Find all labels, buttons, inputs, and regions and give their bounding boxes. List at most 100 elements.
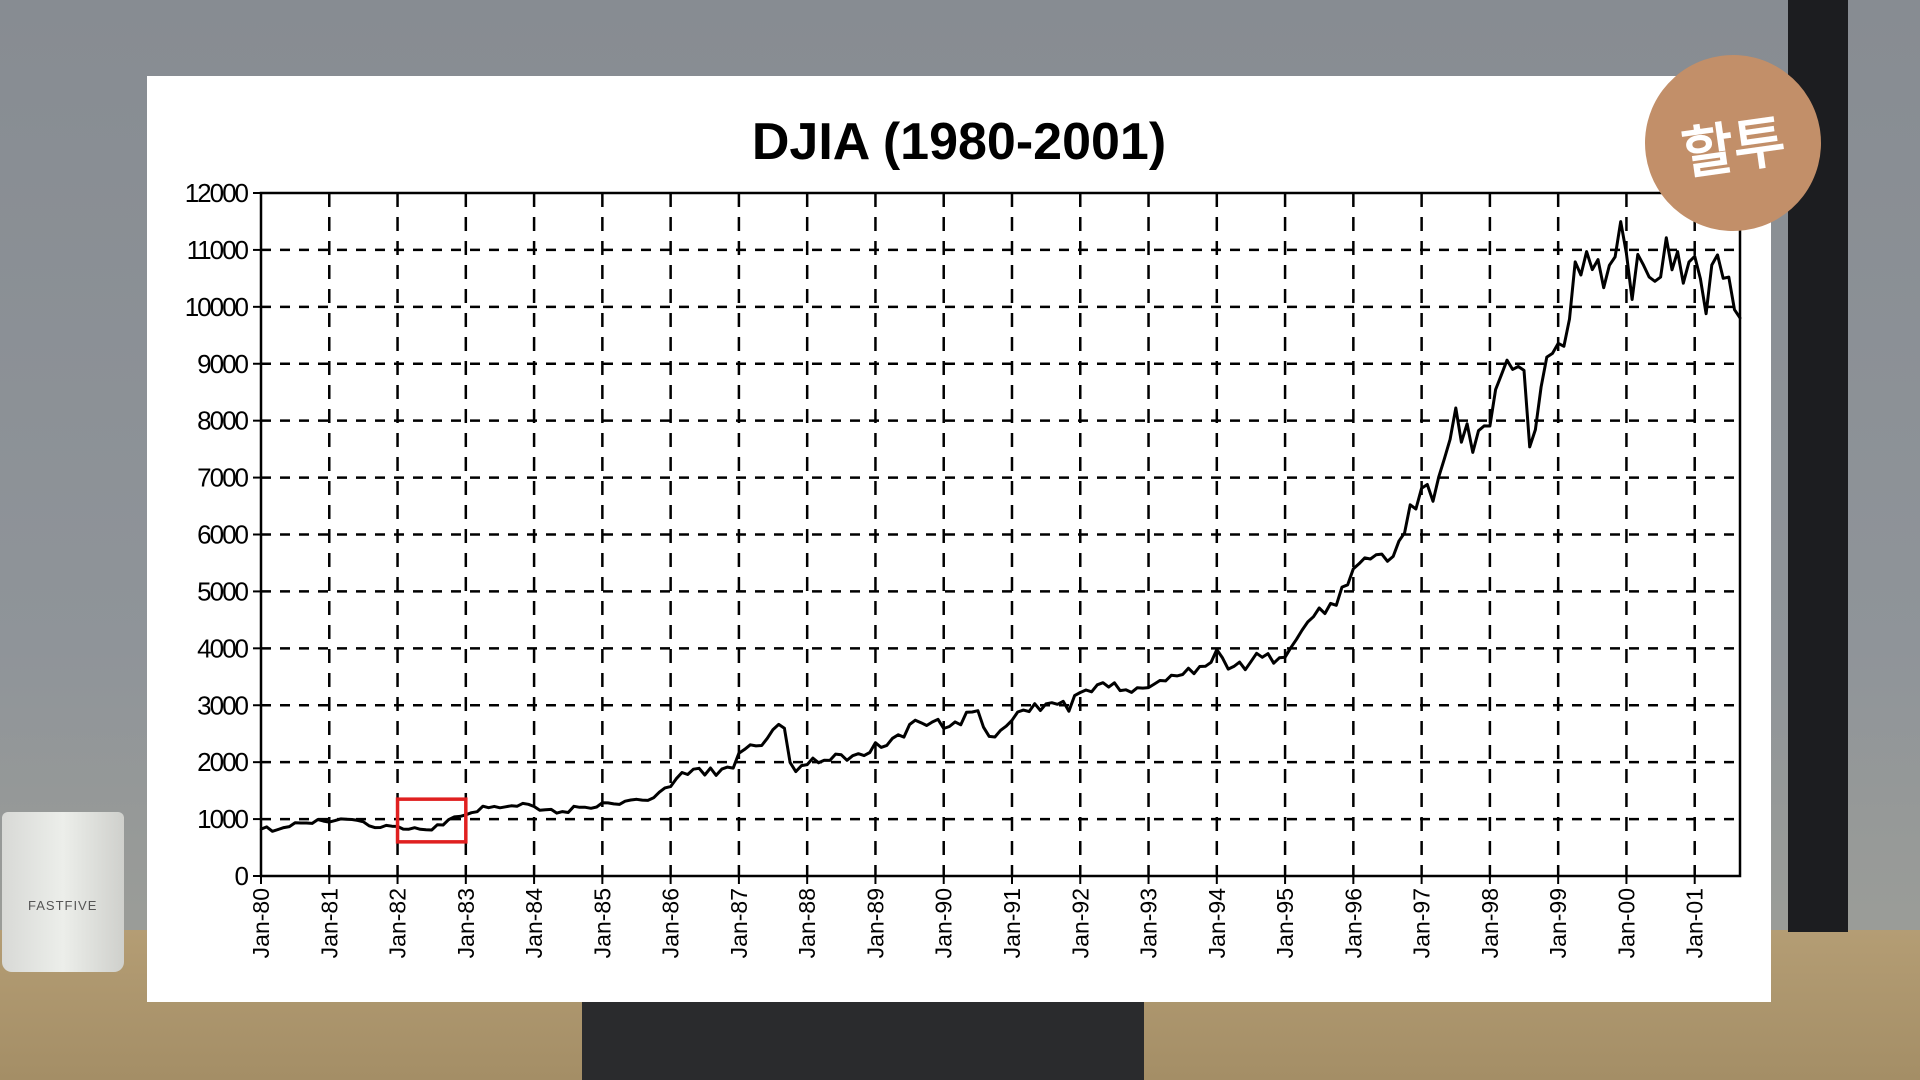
data-point bbox=[783, 727, 786, 730]
data-point bbox=[299, 821, 303, 825]
data-point bbox=[1483, 424, 1486, 428]
data-point bbox=[737, 751, 741, 755]
x-tick-label: Jan-88 bbox=[794, 888, 820, 958]
paper-cup bbox=[2, 812, 124, 972]
data-point bbox=[1005, 724, 1008, 728]
data-point bbox=[1283, 656, 1287, 659]
data-point bbox=[402, 827, 405, 831]
data-point bbox=[1318, 606, 1321, 610]
data-point bbox=[1403, 531, 1406, 535]
data-point bbox=[259, 827, 263, 831]
data-point bbox=[851, 754, 854, 757]
data-point bbox=[1340, 585, 1344, 589]
data-point bbox=[1591, 268, 1594, 271]
data-point bbox=[612, 802, 615, 806]
x-tick-label: Jan-86 bbox=[658, 888, 684, 958]
data-point bbox=[1010, 719, 1014, 722]
data-point bbox=[652, 796, 655, 799]
data-point bbox=[811, 756, 815, 760]
x-tick-label: Jan-84 bbox=[521, 888, 547, 959]
data-point bbox=[1477, 429, 1480, 432]
data-point bbox=[828, 759, 832, 762]
data-point bbox=[703, 773, 706, 777]
y-tick-label: 11000 bbox=[187, 235, 249, 265]
data-point bbox=[1226, 667, 1230, 671]
data-point bbox=[1670, 268, 1674, 271]
x-tick-label: Jan-85 bbox=[589, 888, 615, 958]
data-point bbox=[663, 786, 667, 790]
data-point bbox=[1454, 406, 1457, 410]
data-point bbox=[1619, 220, 1622, 223]
data-point bbox=[333, 819, 337, 822]
data-point bbox=[720, 767, 724, 771]
data-point bbox=[288, 825, 291, 828]
data-point bbox=[948, 725, 951, 728]
plot-frame bbox=[259, 191, 1742, 878]
data-point bbox=[1374, 553, 1378, 557]
data-point bbox=[1380, 552, 1383, 556]
y-tick-label: 7000 bbox=[197, 463, 248, 493]
data-point bbox=[1574, 260, 1577, 264]
x-tick-label: Jan-82 bbox=[385, 888, 411, 958]
data-point bbox=[942, 727, 945, 730]
data-point bbox=[390, 824, 394, 828]
data-point bbox=[1500, 373, 1503, 377]
data-point bbox=[1528, 445, 1531, 449]
data-point bbox=[1215, 648, 1219, 651]
data-point bbox=[487, 806, 490, 809]
data-point bbox=[1209, 661, 1213, 664]
data-point bbox=[857, 752, 860, 755]
data-point bbox=[788, 761, 792, 764]
data-point bbox=[1181, 673, 1184, 676]
data-point bbox=[1443, 457, 1446, 460]
data-point bbox=[635, 798, 638, 801]
data-point bbox=[441, 823, 445, 827]
data-point bbox=[1312, 615, 1315, 618]
data-point bbox=[384, 824, 388, 827]
data-point bbox=[965, 711, 968, 714]
data-point bbox=[1426, 483, 1429, 486]
data-point bbox=[908, 723, 911, 726]
data-point bbox=[823, 759, 826, 762]
data-point bbox=[692, 767, 695, 771]
data-point bbox=[1067, 710, 1071, 713]
data-point bbox=[1693, 255, 1696, 258]
x-tick-label: Jan-98 bbox=[1477, 888, 1503, 958]
highlight-box bbox=[395, 797, 468, 844]
y-tick-label: 12000 bbox=[185, 178, 249, 208]
data-point bbox=[1721, 277, 1725, 280]
data-point bbox=[1323, 612, 1327, 615]
data-point bbox=[1568, 317, 1571, 321]
y-tick-label: 0 bbox=[235, 861, 249, 891]
data-point bbox=[1187, 666, 1190, 670]
data-point bbox=[629, 798, 633, 802]
data-point bbox=[1255, 652, 1258, 655]
data-point bbox=[601, 801, 604, 804]
data-point bbox=[800, 764, 803, 767]
data-point bbox=[1096, 683, 1099, 687]
data-point bbox=[1739, 317, 1742, 320]
data-point bbox=[1409, 503, 1412, 506]
data-point bbox=[732, 766, 735, 770]
data-point bbox=[1090, 690, 1093, 694]
data-point bbox=[874, 741, 877, 744]
x-tick-label: Jan-00 bbox=[1613, 888, 1639, 958]
data-point bbox=[1124, 688, 1127, 691]
data-point bbox=[760, 744, 763, 747]
data-point bbox=[1300, 628, 1304, 632]
data-point bbox=[1397, 540, 1401, 543]
data-point bbox=[367, 824, 371, 827]
data-point bbox=[714, 774, 718, 777]
data-point bbox=[1579, 273, 1583, 277]
data-point bbox=[1625, 252, 1628, 255]
data-point bbox=[1329, 602, 1332, 605]
y-tick-label: 6000 bbox=[197, 520, 248, 550]
data-point bbox=[891, 737, 894, 740]
data-point bbox=[931, 720, 934, 724]
data-point bbox=[316, 818, 320, 821]
data-point bbox=[1295, 638, 1298, 641]
x-tick-label: Jan-99 bbox=[1545, 888, 1571, 958]
data-point bbox=[572, 805, 576, 808]
data-point bbox=[1391, 555, 1395, 558]
data-point bbox=[1676, 250, 1679, 253]
